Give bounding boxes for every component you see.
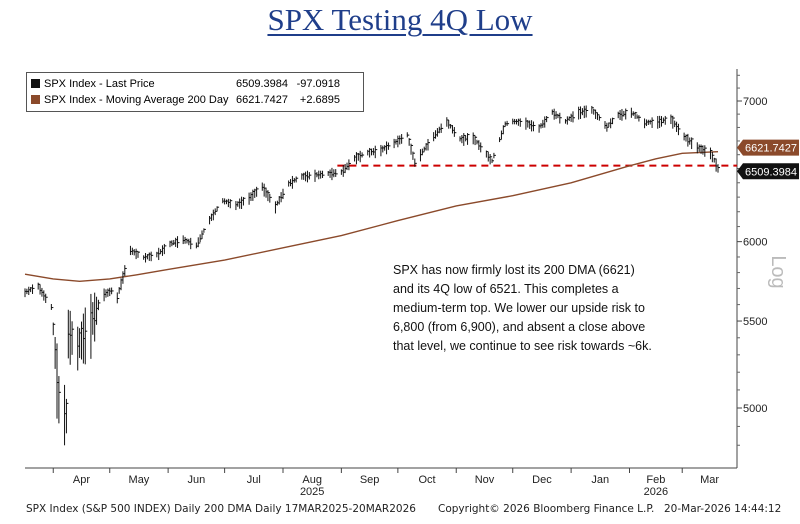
x-tick-label: Aug bbox=[302, 474, 322, 486]
last-value-label: 6621.7427 bbox=[745, 143, 797, 155]
x-year-label: 2025 bbox=[300, 486, 324, 498]
x-year-label: 2026 bbox=[644, 486, 668, 498]
series-line-moving-average-200-day bbox=[24, 151, 719, 283]
x-tick-label: Sep bbox=[360, 474, 380, 486]
legend-item-moving-average: SPX Index - Moving Average 200 Day 6621.7… bbox=[31, 92, 340, 108]
y-tick-label: 5000 bbox=[743, 403, 767, 415]
legend-change: -97.0918 bbox=[296, 78, 340, 90]
footer-timestamp: 20-Mar-2026 14:44:12 bbox=[664, 503, 782, 515]
analyst-commentary: SPX has now firmly lost its 200 DMA (662… bbox=[393, 263, 652, 353]
chart-footer: SPX Index (S&P 500 INDEX) Daily 200 DMA … bbox=[0, 499, 800, 521]
x-tick-label: Feb bbox=[646, 474, 665, 486]
legend-item-last-price: SPX Index - Last Price 6509.3984 -97.0918 bbox=[31, 76, 340, 92]
x-tick-label: Apr bbox=[73, 474, 90, 486]
legend-label: SPX Index - Moving Average 200 Day bbox=[44, 94, 229, 106]
x-tick-label: Dec bbox=[532, 474, 552, 486]
last-value-tag bbox=[737, 163, 799, 180]
last-value-label: 6509.3984 bbox=[745, 166, 797, 178]
last-value-tag bbox=[737, 139, 799, 156]
y-tick-label: 5500 bbox=[743, 316, 767, 328]
footer-source: SPX Index (S&P 500 INDEX) Daily 200 DMA … bbox=[26, 503, 416, 515]
page-title: SPX Testing 4Q Low bbox=[267, 2, 533, 37]
legend-value: 6509.3984 bbox=[236, 78, 288, 90]
legend-swatch-last-price bbox=[31, 79, 40, 88]
legend-label: SPX Index - Last Price bbox=[44, 78, 155, 90]
y-tick-label: 6000 bbox=[743, 237, 767, 249]
x-tick-label: Nov bbox=[475, 474, 495, 486]
y-axis-label: Log bbox=[767, 255, 789, 288]
legend-change: +2.6895 bbox=[299, 94, 340, 106]
chart-legend: SPX Index - Last Price 6509.3984 -97.0918 … bbox=[26, 72, 364, 112]
x-tick-label: Oct bbox=[418, 474, 435, 486]
x-tick-label: May bbox=[129, 474, 150, 486]
footer-copyright: Copyright© 2026 Bloomberg Finance L.P. bbox=[438, 503, 655, 515]
x-tick-label: Jan bbox=[591, 474, 609, 486]
x-tick-label: Jun bbox=[187, 474, 205, 486]
x-tick-label: Mar bbox=[700, 474, 719, 486]
x-tick-label: Jul bbox=[247, 474, 261, 486]
legend-value: 6621.7427 bbox=[236, 94, 288, 106]
y-tick-label: 7000 bbox=[743, 96, 767, 108]
legend-swatch-moving-average bbox=[31, 95, 40, 104]
